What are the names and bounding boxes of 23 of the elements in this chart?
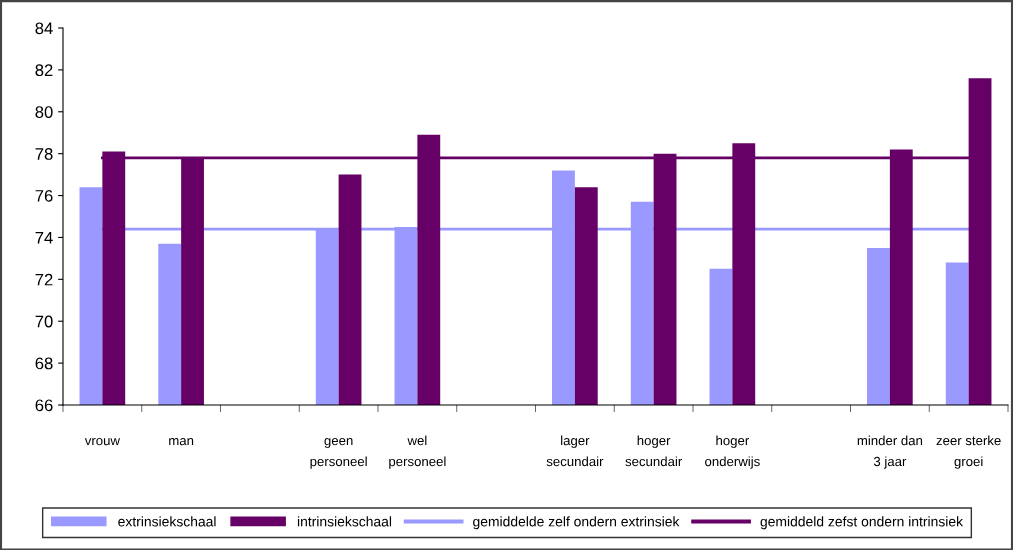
y-tick-label: 78 bbox=[35, 148, 53, 160]
y-tick-label: 72 bbox=[35, 273, 53, 286]
y-tick-label: 84 bbox=[35, 22, 53, 35]
y-tick-label: 80 bbox=[35, 106, 53, 118]
x-tick-label: man bbox=[169, 438, 194, 446]
y-tick-label: 68 bbox=[35, 357, 53, 370]
legend-label: gemiddeld zefst ondern intrinsiek bbox=[760, 516, 964, 530]
x-tick-label: vrouw bbox=[84, 438, 121, 446]
legend-label: gemiddelde zelf ondern extrinsiek bbox=[473, 516, 680, 530]
y-tick-label: 70 bbox=[35, 315, 53, 328]
x-tick-label: geen personeel bbox=[310, 438, 367, 469]
x-tick-label: lager secundair bbox=[546, 435, 604, 467]
y-tick-label: 76 bbox=[35, 189, 53, 202]
x-tick-label: zeer sterke groei bbox=[936, 435, 1001, 469]
x-tick-label: minder dan 3 jaar bbox=[857, 435, 923, 469]
y-tick-label: 74 bbox=[35, 232, 53, 244]
legend-label: intrinsiekschaal bbox=[297, 516, 392, 527]
y-tick-label: 66 bbox=[35, 399, 53, 412]
y-tick-label: 82 bbox=[35, 64, 53, 77]
x-tick-label: hoger onderwijs bbox=[705, 435, 760, 469]
x-tick-label: hoger secundair bbox=[625, 435, 683, 467]
legend-label: extrinsiekschaal bbox=[118, 516, 216, 527]
x-tick-label: wel personeel bbox=[389, 435, 446, 469]
